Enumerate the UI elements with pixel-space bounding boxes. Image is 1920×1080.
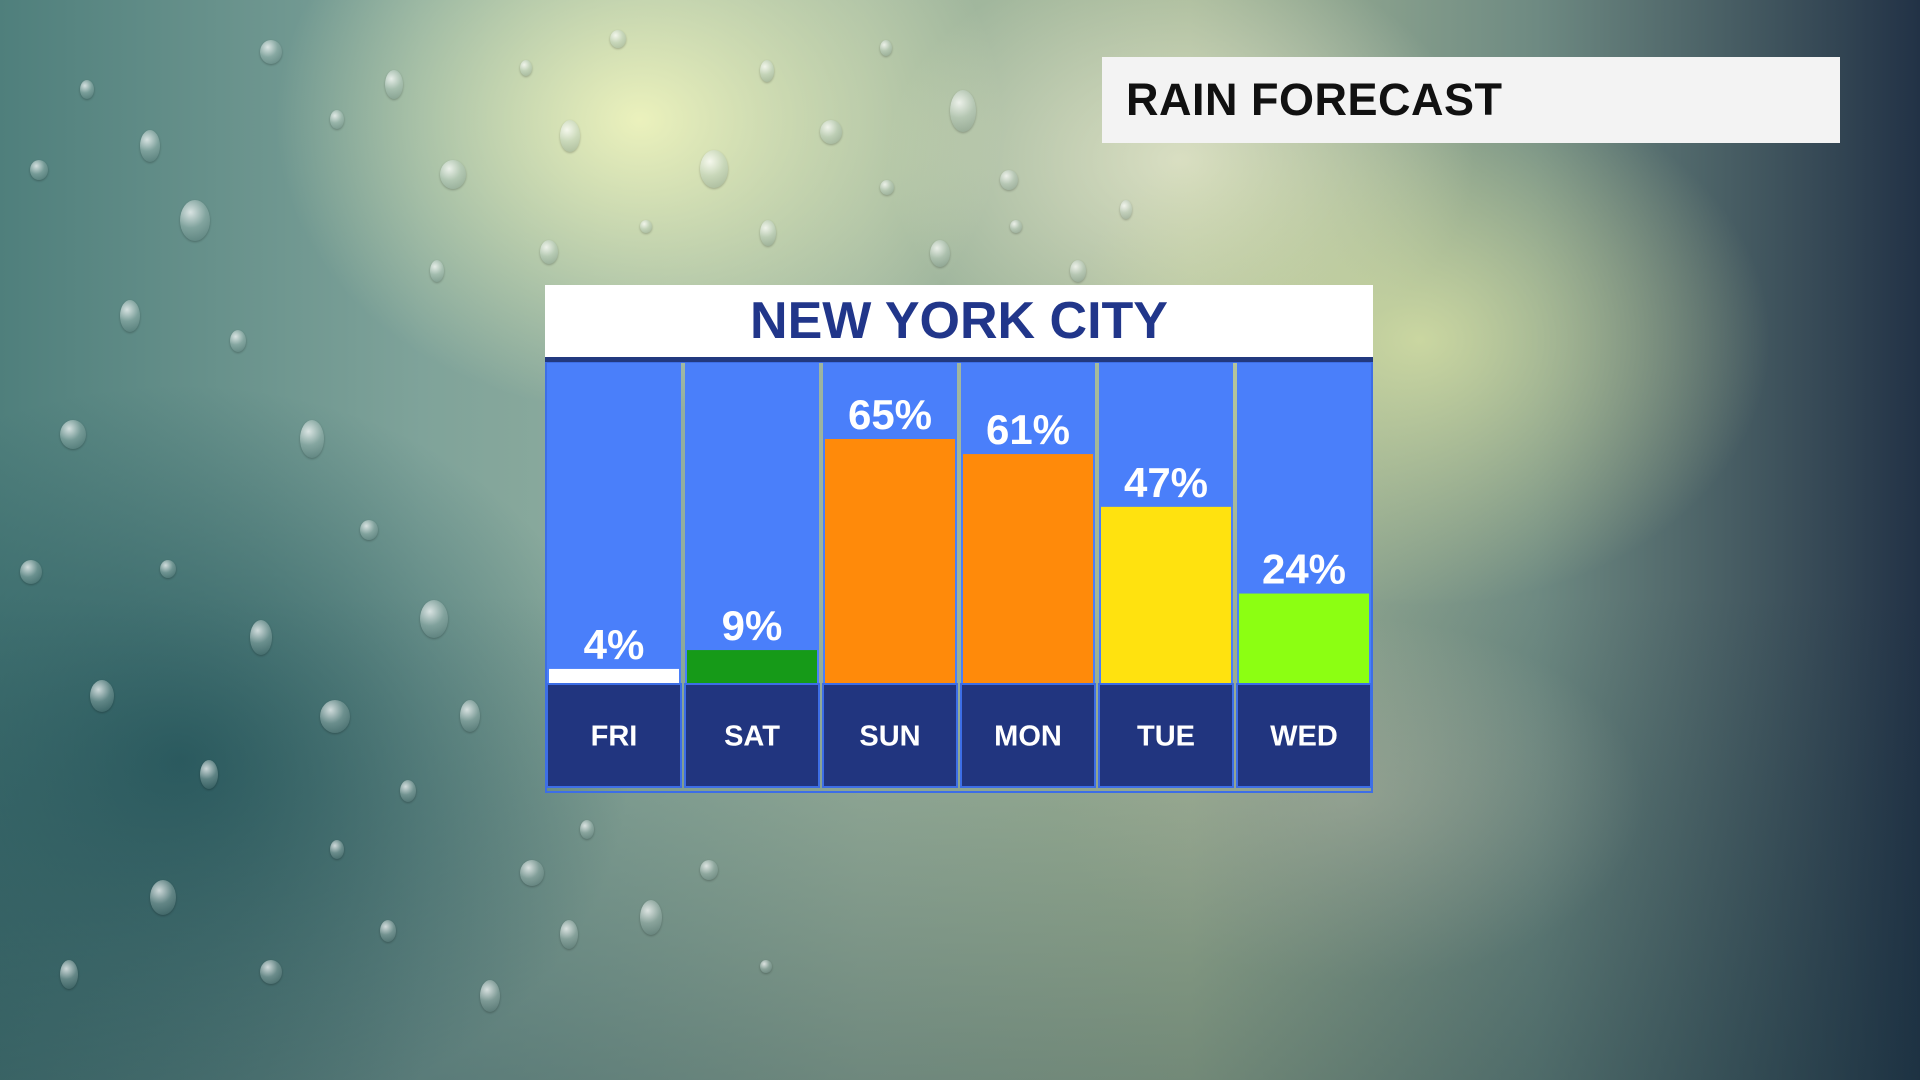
day-label-wed: WED: [1270, 721, 1338, 753]
rain-drop: [880, 40, 892, 56]
value-label-sat: 9%: [722, 602, 783, 649]
rain-drop: [330, 840, 344, 859]
rain-drop: [250, 620, 272, 655]
day-label-box-fri: [546, 683, 682, 788]
rain-drop: [760, 60, 774, 82]
rain-drop: [700, 860, 718, 880]
rain-drop: [520, 860, 544, 886]
rain-drop: [320, 700, 350, 733]
rain-drop: [1000, 170, 1018, 190]
day-label-tue: TUE: [1137, 721, 1195, 753]
rain-drop: [560, 120, 580, 152]
day-label-box-sat: [684, 683, 820, 788]
chart-title: NEW YORK CITY: [545, 285, 1373, 357]
column-background-sat: [685, 362, 819, 684]
rain-drop: [400, 780, 416, 802]
rain-drop: [820, 120, 842, 144]
rain-drop: [610, 30, 626, 48]
rain-drop: [440, 160, 466, 189]
bar-tue: [1101, 506, 1231, 684]
rain-chart-panel: NEW YORK CITY 4% FRI 9% SAT 65% SUN 61% MON 47% T…: [545, 285, 1373, 793]
day-label-box-tue: [1098, 683, 1234, 788]
value-label-tue: 47%: [1124, 459, 1208, 506]
rain-drop: [150, 880, 176, 915]
rain-drop: [20, 560, 42, 584]
value-label-mon: 61%: [986, 406, 1070, 453]
rain-drop: [260, 960, 282, 984]
rain-drop: [60, 420, 86, 449]
rain-drop: [420, 600, 448, 638]
rain-drop: [120, 300, 140, 332]
rain-drop: [385, 70, 403, 99]
day-label-mon: MON: [994, 721, 1062, 753]
day-label-sun: SUN: [859, 721, 920, 753]
rain-drop: [1120, 200, 1132, 219]
rain-drop: [200, 760, 218, 789]
value-label-sun: 65%: [848, 391, 932, 438]
value-label-fri: 4%: [584, 621, 645, 668]
rain-drop: [1070, 260, 1086, 282]
rain-drop: [330, 110, 344, 129]
rain-drop: [300, 420, 324, 458]
rain-drop: [260, 40, 282, 64]
rain-drop: [30, 160, 48, 180]
rain-drop: [430, 260, 444, 282]
rain-drop: [360, 520, 378, 540]
chart-border: [545, 362, 1373, 793]
page-title: RAIN FORECAST: [1126, 74, 1503, 125]
rain-drop: [760, 960, 772, 973]
title-banner: RAIN FORECAST: [1102, 57, 1840, 143]
bar-sat: [687, 650, 817, 684]
rain-drop: [1010, 220, 1022, 233]
rain-drop: [480, 980, 500, 1012]
day-label-box-sun: [822, 683, 958, 788]
rain-drop: [760, 220, 776, 246]
rain-drop: [560, 920, 578, 949]
rain-drop: [950, 90, 976, 132]
bar-sun: [825, 439, 955, 684]
bar-wed: [1239, 593, 1369, 684]
value-label-wed: 24%: [1262, 546, 1346, 593]
day-label-fri: FRI: [591, 721, 638, 753]
rain-drop: [140, 130, 160, 162]
rain-drop: [80, 80, 94, 99]
header-divider: [545, 357, 1373, 362]
rain-drop: [880, 180, 894, 195]
rain-drop: [930, 240, 950, 267]
rain-drop: [520, 60, 532, 76]
rain-drop: [160, 560, 176, 578]
rain-drop: [230, 330, 246, 352]
rain-drop: [640, 900, 662, 935]
rain-drop: [90, 680, 114, 712]
column-background-fri: [547, 362, 681, 684]
rain-drop: [580, 820, 594, 839]
rain-drop: [540, 240, 558, 264]
rain-drop: [640, 220, 652, 233]
bar-fri: [549, 668, 679, 684]
day-label-sat: SAT: [724, 721, 780, 753]
rain-drop: [180, 200, 210, 241]
rain-drop: [380, 920, 396, 942]
day-label-box-mon: [960, 683, 1096, 788]
rain-bar-chart: 4% FRI 9% SAT 65% SUN 61% MON 47% TUE 24% WED: [545, 362, 1373, 793]
rain-drop: [460, 700, 480, 732]
rain-drop: [60, 960, 78, 989]
rain-drop: [700, 150, 728, 188]
bar-mon: [963, 454, 1093, 684]
